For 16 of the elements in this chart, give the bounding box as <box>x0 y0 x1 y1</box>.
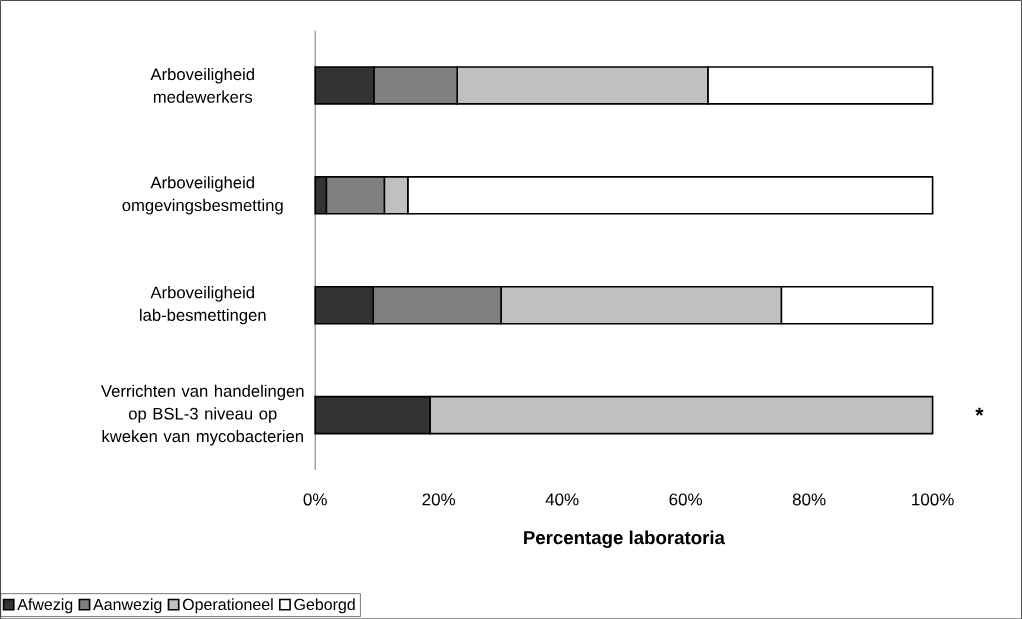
x-axis-title: Percentage laboratoria <box>524 530 726 548</box>
x-tick-label: 80% <box>792 493 826 506</box>
x-tick-label: 20% <box>422 493 456 506</box>
x-tick-label: 40% <box>545 493 579 506</box>
y-tick-label: Arboveiligheid lab-besmettingen <box>140 285 266 325</box>
y-tick-label: Verrichten van handelingen op BSL-3 niveau op kweken van mycobacterien <box>101 384 304 446</box>
legend-label: Operationeel <box>182 598 273 614</box>
y-tick-label: Arboveiligheid omgevingsbesmetting <box>122 176 283 215</box>
x-tick-label: 0% <box>303 493 327 506</box>
x-tick-label: 60% <box>669 493 703 506</box>
legend-label: Geborgd <box>294 598 355 614</box>
legend-label: Aanwezig <box>93 598 162 614</box>
legend-label: Afwezig <box>17 598 73 614</box>
y-tick-label: Arboveiligheid medewerkers <box>150 67 254 103</box>
x-tick-label: 100% <box>912 493 954 506</box>
text: * <box>975 407 984 416</box>
